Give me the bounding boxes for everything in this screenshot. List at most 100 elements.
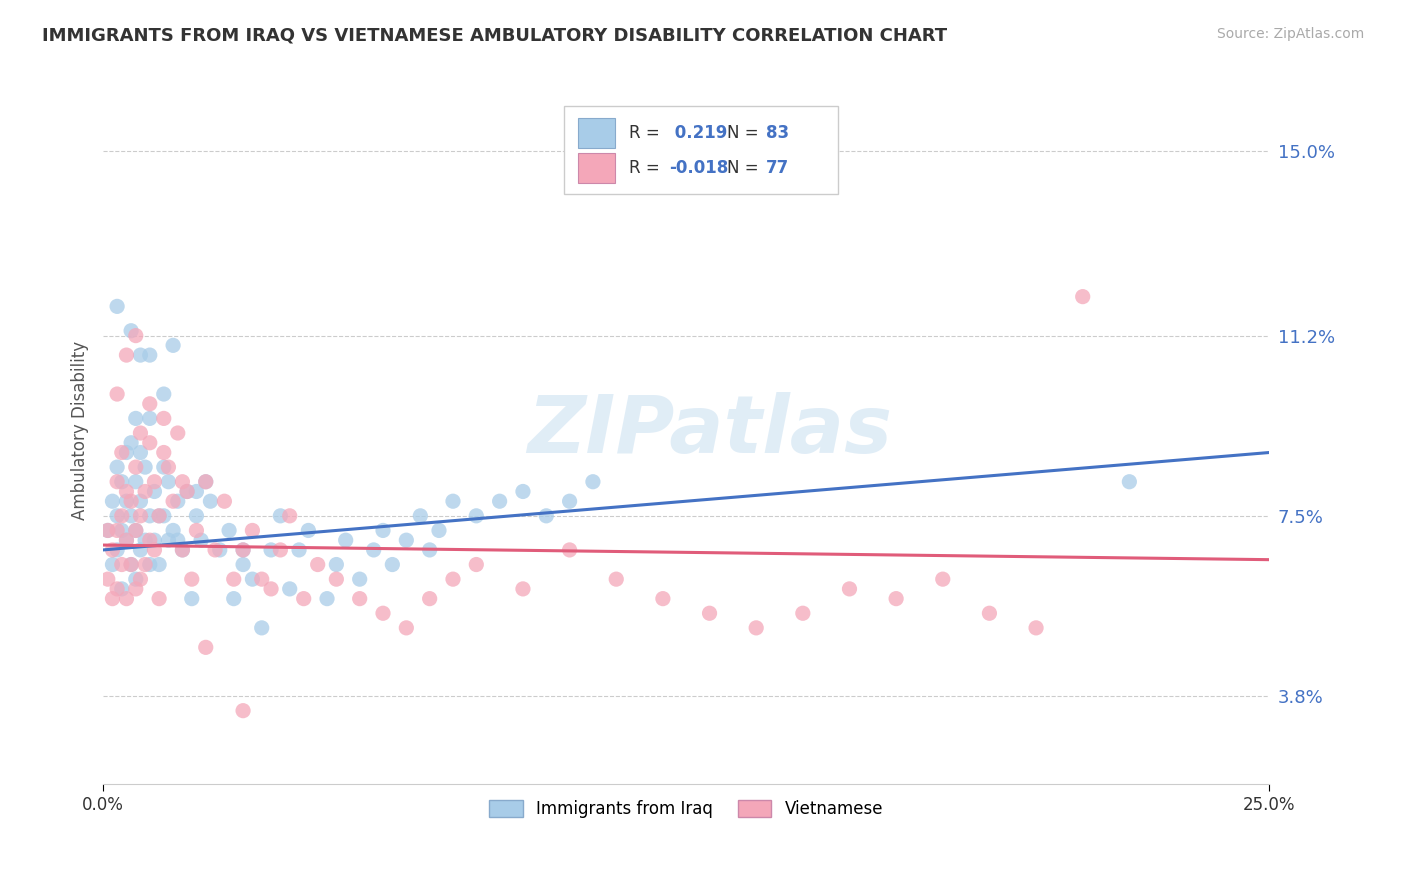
Point: [222, 591, 245, 606]
Point: [194, 475, 217, 489]
Point: [186, 484, 208, 499]
Text: -0.018: -0.018: [669, 159, 728, 177]
Point: [115, 533, 138, 548]
Point: [250, 572, 273, 586]
Point: [143, 475, 166, 489]
Point: [214, 494, 236, 508]
Point: [325, 572, 347, 586]
Point: [139, 508, 162, 523]
Point: [605, 572, 627, 586]
Point: [157, 460, 180, 475]
Point: [792, 606, 814, 620]
Point: [105, 460, 128, 475]
Point: [134, 460, 156, 475]
Point: [139, 558, 162, 572]
Point: [395, 621, 418, 635]
Point: [441, 494, 464, 508]
Point: [232, 704, 254, 718]
Point: [139, 533, 162, 548]
Point: [512, 582, 534, 596]
Point: [200, 494, 222, 508]
Point: [105, 387, 128, 401]
Point: [349, 591, 371, 606]
Point: [105, 475, 128, 489]
Point: [129, 543, 152, 558]
Point: [125, 411, 148, 425]
Point: [101, 494, 124, 508]
Point: [166, 425, 188, 440]
Point: [558, 543, 581, 558]
Point: [232, 543, 254, 558]
Point: [125, 524, 148, 538]
Point: [194, 640, 217, 655]
Point: [218, 524, 240, 538]
Point: [148, 591, 170, 606]
Point: [129, 572, 152, 586]
Point: [115, 533, 138, 548]
Point: [232, 543, 254, 558]
Point: [101, 558, 124, 572]
Point: [1025, 621, 1047, 635]
Point: [488, 494, 510, 508]
Point: [97, 524, 120, 538]
Point: [419, 591, 441, 606]
Point: [269, 543, 291, 558]
FancyBboxPatch shape: [564, 105, 838, 194]
Point: [427, 524, 450, 538]
Text: R =: R =: [628, 159, 665, 177]
Point: [115, 494, 138, 508]
Point: [419, 543, 441, 558]
Point: [186, 508, 208, 523]
Point: [242, 524, 264, 538]
Point: [105, 524, 128, 538]
Point: [105, 543, 128, 558]
Point: [139, 411, 162, 425]
Point: [180, 591, 202, 606]
Point: [651, 591, 673, 606]
Point: [166, 533, 188, 548]
Point: [512, 484, 534, 499]
Point: [172, 543, 194, 558]
Point: [129, 445, 152, 459]
Y-axis label: Ambulatory Disability: Ambulatory Disability: [72, 341, 89, 520]
Point: [125, 475, 148, 489]
Text: ZIPatlas: ZIPatlas: [527, 392, 891, 469]
Point: [194, 475, 217, 489]
Text: R =: R =: [628, 124, 665, 142]
Point: [111, 445, 134, 459]
Point: [250, 621, 273, 635]
Point: [176, 484, 198, 499]
Point: [115, 591, 138, 606]
Point: [105, 508, 128, 523]
Point: [139, 397, 162, 411]
Text: 77: 77: [765, 159, 789, 177]
Point: [152, 508, 174, 523]
Point: [120, 558, 142, 572]
Point: [143, 484, 166, 499]
Point: [979, 606, 1001, 620]
Point: [115, 445, 138, 459]
Point: [152, 445, 174, 459]
Point: [1071, 290, 1094, 304]
Point: [105, 299, 128, 313]
Point: [152, 387, 174, 401]
Point: [278, 582, 301, 596]
Point: [204, 543, 226, 558]
Point: [172, 543, 194, 558]
Point: [260, 582, 283, 596]
Point: [536, 508, 558, 523]
Point: [349, 572, 371, 586]
Point: [162, 338, 184, 352]
Text: N =: N =: [727, 159, 763, 177]
Point: [395, 533, 418, 548]
Point: [166, 494, 188, 508]
Point: [932, 572, 955, 586]
Point: [120, 558, 142, 572]
Point: [143, 533, 166, 548]
Point: [115, 348, 138, 362]
Point: [134, 533, 156, 548]
Point: [269, 508, 291, 523]
Text: 83: 83: [765, 124, 789, 142]
Point: [297, 524, 319, 538]
Point: [745, 621, 768, 635]
